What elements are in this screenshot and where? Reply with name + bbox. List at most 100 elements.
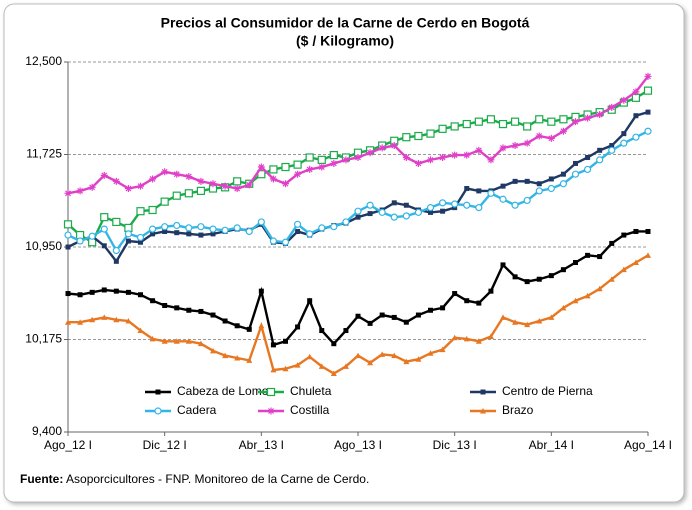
marker — [89, 316, 96, 323]
marker — [547, 117, 556, 126]
marker — [136, 233, 145, 242]
marker — [498, 119, 508, 129]
marker — [573, 260, 578, 266]
marker — [366, 201, 374, 209]
marker — [174, 230, 180, 236]
marker — [403, 358, 410, 365]
marker — [258, 322, 265, 329]
marker — [138, 292, 143, 298]
marker — [378, 208, 386, 216]
marker — [149, 175, 157, 183]
marker — [451, 334, 458, 341]
marker — [184, 189, 193, 198]
marker — [331, 341, 337, 347]
marker — [486, 115, 496, 124]
marker — [500, 262, 506, 268]
y-tick-label: 12,500 — [25, 54, 62, 68]
marker — [269, 175, 277, 183]
marker — [488, 288, 494, 294]
x-tick-label: Abr_14 I — [529, 438, 574, 452]
marker — [197, 223, 205, 231]
marker — [342, 363, 349, 369]
marker — [535, 187, 543, 195]
series — [64, 72, 652, 197]
marker — [294, 170, 302, 178]
marker — [161, 338, 168, 344]
marker — [632, 88, 640, 96]
marker — [355, 352, 361, 359]
marker — [391, 352, 398, 359]
marker — [480, 389, 486, 395]
legend-item: Brazo — [470, 403, 534, 417]
marker — [427, 350, 434, 356]
marker — [354, 207, 362, 215]
marker — [125, 238, 131, 244]
marker — [319, 328, 325, 334]
legend-label: Brazo — [502, 403, 534, 417]
source-text: Asoporcicultores - FNP. Monitoreo de la … — [66, 472, 369, 486]
marker — [440, 208, 446, 214]
marker — [391, 200, 397, 206]
marker — [487, 333, 494, 340]
marker — [101, 287, 107, 293]
marker — [620, 139, 628, 147]
legend-label: Costilla — [290, 403, 330, 417]
marker — [414, 131, 423, 141]
marker — [112, 246, 120, 255]
marker — [100, 213, 109, 222]
marker — [137, 327, 144, 334]
marker — [113, 288, 119, 294]
marker — [295, 228, 301, 234]
marker — [124, 230, 133, 238]
marker — [293, 220, 302, 228]
marker — [608, 103, 616, 111]
marker — [266, 387, 276, 397]
marker — [154, 407, 162, 415]
x-tick-label: Dic_12 I — [143, 438, 187, 452]
marker — [112, 177, 120, 185]
marker — [367, 320, 373, 326]
marker — [367, 359, 374, 366]
marker — [476, 188, 482, 194]
marker — [355, 214, 361, 220]
marker — [500, 314, 506, 320]
marker — [367, 211, 373, 217]
marker — [620, 96, 628, 104]
marker — [391, 314, 397, 320]
marker — [172, 191, 181, 200]
marker — [559, 127, 567, 135]
x-tick-label: Ago_12 I — [44, 438, 92, 452]
marker — [161, 168, 169, 176]
marker — [77, 319, 84, 325]
marker — [196, 186, 206, 196]
marker — [222, 318, 228, 324]
legend-item: Costilla — [258, 403, 330, 417]
marker — [415, 312, 421, 318]
chart-title: Precios al Consumidor de la Carne de Cer… — [161, 15, 530, 31]
marker — [426, 204, 435, 212]
marker — [233, 224, 241, 232]
marker — [559, 115, 568, 124]
marker — [523, 196, 531, 205]
marker — [136, 207, 145, 216]
marker — [64, 189, 72, 197]
marker — [148, 205, 157, 215]
marker — [100, 171, 108, 179]
marker — [197, 177, 205, 185]
marker — [186, 307, 192, 313]
marker — [186, 231, 192, 237]
marker — [463, 201, 471, 209]
marker — [88, 183, 96, 191]
series — [64, 127, 652, 255]
marker — [475, 204, 483, 212]
marker — [160, 197, 169, 206]
marker — [306, 165, 314, 173]
marker — [428, 209, 433, 215]
marker — [608, 276, 615, 282]
marker — [645, 228, 651, 234]
marker — [583, 165, 592, 174]
marker — [572, 297, 579, 304]
marker — [65, 319, 71, 325]
marker — [317, 155, 326, 164]
series — [65, 252, 651, 377]
